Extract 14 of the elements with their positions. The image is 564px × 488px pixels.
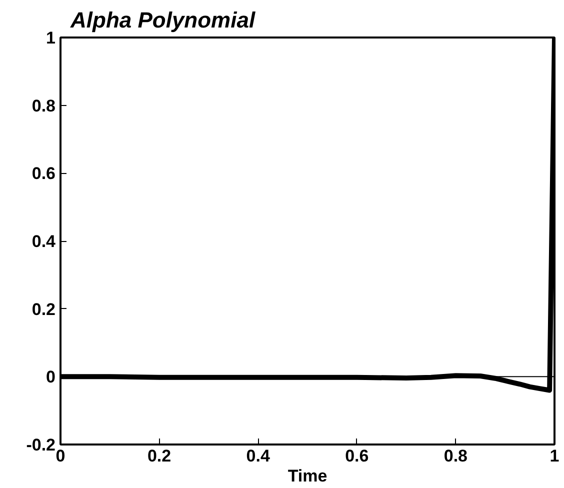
chart-title: Alpha Polynomial [70,8,256,32]
y-tick-label: -0.2 [26,436,56,454]
y-tick-label: 0.8 [32,96,56,116]
x-tick-label: 0.2 [147,446,172,466]
y-tick-label: 0.2 [32,300,56,319]
y-tick-label: 0.4 [32,232,56,251]
y-tick-label: 0 [46,368,56,387]
y-tick-label: 1 [46,28,56,48]
x-tick-label: 0.6 [345,446,369,466]
x-axis-title: Time [288,466,328,486]
y-tick-label: 0.6 [32,164,56,184]
x-tick-label: 1 [550,446,560,466]
x-tick-label: 0.8 [444,446,468,466]
x-tick-label: 0.4 [246,446,270,466]
